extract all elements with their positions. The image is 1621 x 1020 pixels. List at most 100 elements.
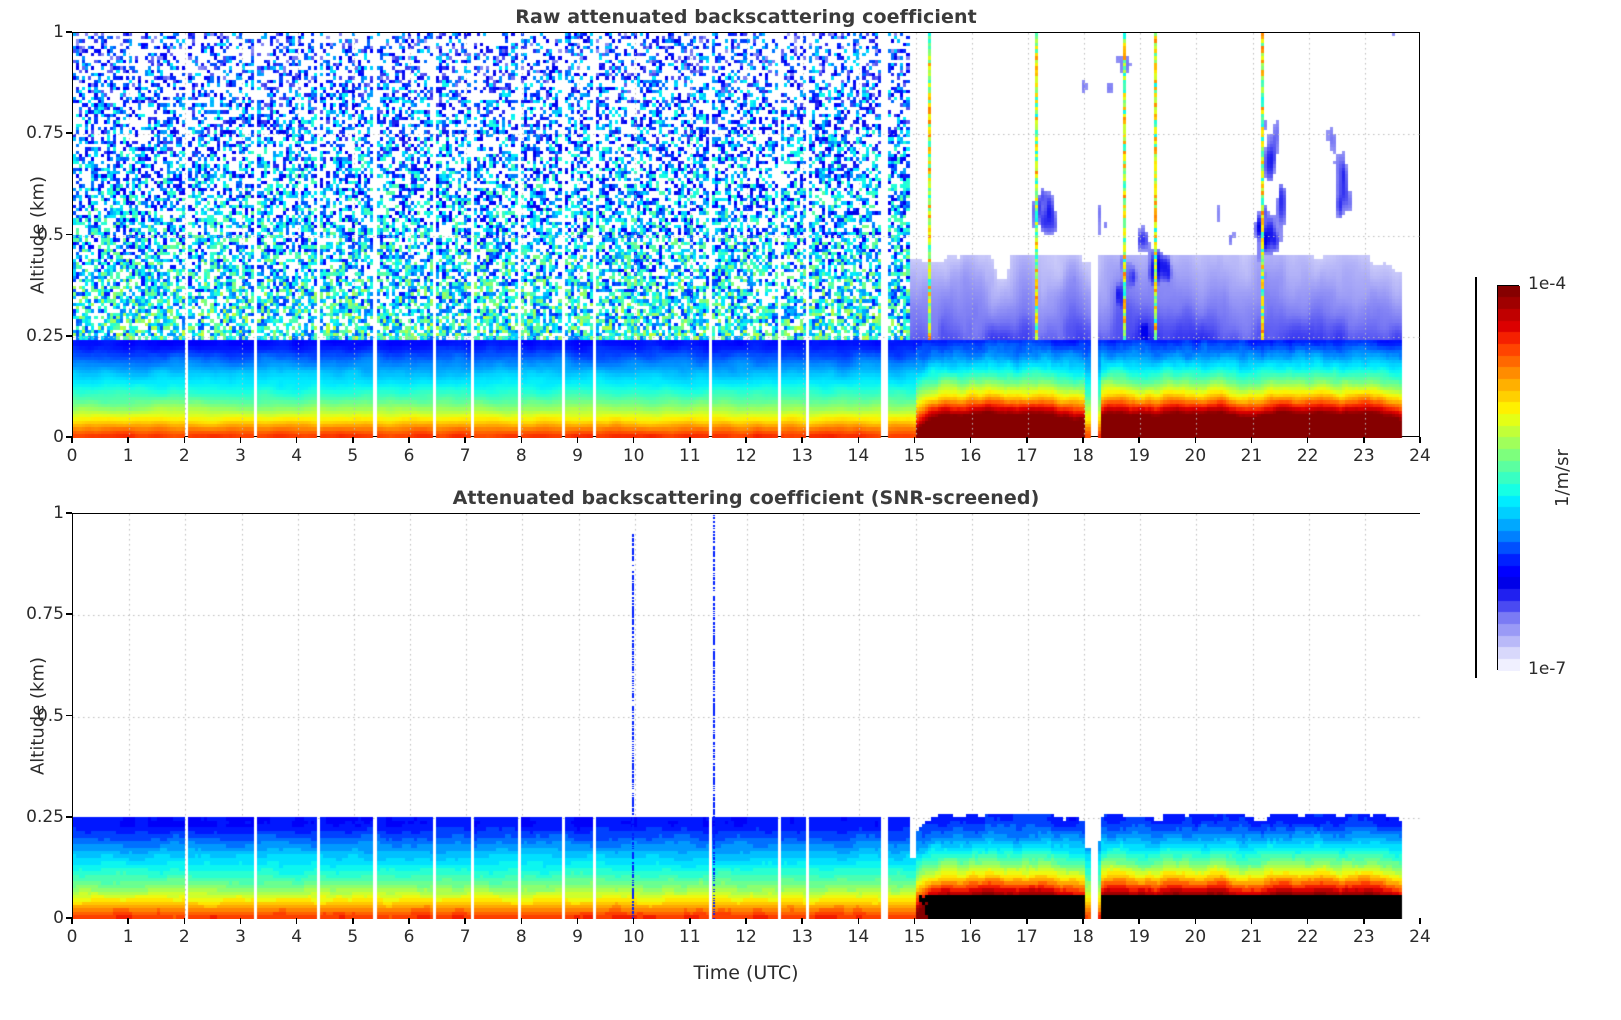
x-tick-mark <box>127 437 129 443</box>
y-tick-mark <box>66 512 72 514</box>
x-tick-label-raw: 8 <box>515 446 527 466</box>
heatmap-panel-screened[interactable] <box>72 513 1421 919</box>
y-tick-label-screened: 0.5 <box>36 705 64 726</box>
y-tick-mark <box>66 917 72 919</box>
x-tick-mark <box>408 918 410 924</box>
colorbar-axis-spine <box>1475 277 1477 678</box>
x-tick-mark <box>801 918 803 924</box>
x-tick-label-raw: 9 <box>572 446 583 466</box>
x-tick-mark <box>576 437 579 443</box>
x-tick-label-screened: 7 <box>459 927 471 947</box>
x-tick-label-raw: 24 <box>1409 446 1431 466</box>
x-tick-mark <box>1363 437 1365 443</box>
x-tick-mark <box>71 918 73 924</box>
y-tick-mark <box>66 132 72 135</box>
x-tick-mark <box>632 437 635 443</box>
x-tick-label-screened: 2 <box>178 927 190 947</box>
x-tick-mark <box>1306 437 1309 443</box>
x-tick-label-raw: 7 <box>459 446 471 466</box>
x-tick-label-screened: 24 <box>1409 927 1431 947</box>
y-tick-label-screened: 0 <box>53 908 64 928</box>
x-tick-mark <box>408 437 410 443</box>
x-tick-mark <box>295 918 298 924</box>
x-tick-label-screened: 15 <box>903 927 926 947</box>
x-tick-label-screened: 14 <box>847 927 870 947</box>
x-tick-mark <box>857 918 860 924</box>
x-tick-label-screened: 3 <box>235 927 246 947</box>
x-tick-mark <box>464 437 466 443</box>
y-tick-label-raw: 1 <box>53 22 64 42</box>
heatmap-panel-raw[interactable] <box>72 32 1421 438</box>
x-tick-label-raw: 4 <box>291 446 303 466</box>
y-tick-mark <box>66 436 72 438</box>
x-tick-label-raw: 14 <box>847 446 870 466</box>
x-tick-label-screened: 4 <box>291 927 303 947</box>
x-tick-label-screened: 9 <box>572 927 583 947</box>
x-tick-mark <box>1026 437 1028 443</box>
x-tick-mark <box>1419 437 1421 443</box>
x-tick-mark <box>1250 918 1253 924</box>
x-tick-label-screened: 16 <box>959 927 982 947</box>
y-tick-label-raw: 0 <box>53 427 64 447</box>
x-tick-label-screened: 5 <box>347 927 359 947</box>
y-tick-label-raw: 0.25 <box>26 325 64 346</box>
x-tick-mark <box>1194 918 1197 924</box>
x-tick-label-raw: 2 <box>178 446 190 466</box>
x-tick-mark <box>1306 918 1309 924</box>
y-tick-mark <box>66 233 72 236</box>
x-tick-mark <box>1026 918 1028 924</box>
x-tick-mark <box>352 437 354 443</box>
x-tick-label-screened: 17 <box>1016 927 1038 947</box>
x-tick-label-screened: 19 <box>1128 927 1150 947</box>
x-tick-label-screened: 8 <box>515 927 527 947</box>
x-tick-mark <box>969 437 972 443</box>
y-tick-label-screened: 1 <box>53 503 64 523</box>
x-tick-label-raw: 23 <box>1353 446 1375 466</box>
y-tick-label-raw: 0.75 <box>26 123 64 144</box>
x-tick-label-raw: 22 <box>1296 446 1319 466</box>
y-tick-mark <box>66 613 72 616</box>
x-tick-mark <box>352 918 354 924</box>
x-tick-mark <box>913 918 916 924</box>
x-tick-mark <box>632 918 635 924</box>
x-tick-mark <box>1250 437 1253 443</box>
y-tick-mark <box>66 334 72 337</box>
panel-title-raw: Raw attenuated backscattering coefficien… <box>515 6 977 28</box>
x-tick-label-raw: 19 <box>1128 446 1150 466</box>
x-tick-label-raw: 15 <box>903 446 926 466</box>
x-tick-mark <box>127 918 129 924</box>
x-tick-mark <box>1194 437 1197 443</box>
colorbar[interactable] <box>1497 285 1520 671</box>
x-tick-label-screened: 12 <box>735 927 757 947</box>
x-tick-mark <box>183 918 186 924</box>
x-tick-mark <box>239 437 242 443</box>
colorbar-tick-min: 1e-7 <box>1528 659 1567 679</box>
x-tick-label-raw: 6 <box>403 446 415 466</box>
y-tick-label-screened: 0.25 <box>26 806 64 827</box>
x-tick-mark <box>969 918 972 924</box>
x-tick-mark <box>745 437 747 443</box>
x-tick-label-raw: 10 <box>622 446 645 466</box>
x-tick-label-raw: 3 <box>235 446 246 466</box>
x-tick-mark <box>1138 437 1140 443</box>
x-tick-label-screened: 21 <box>1240 927 1263 947</box>
x-tick-mark <box>1082 437 1084 443</box>
x-tick-mark <box>801 437 803 443</box>
y-tick-mark <box>66 815 72 818</box>
x-tick-label-raw: 20 <box>1184 446 1207 466</box>
x-tick-mark <box>239 918 242 924</box>
colorbar-axis-label: 1/m/sr <box>1552 448 1573 507</box>
y-tick-label-raw: 0.5 <box>36 224 64 245</box>
panel-title-screened: Attenuated backscattering coefficient (S… <box>452 487 1040 509</box>
x-tick-label-raw: 5 <box>347 446 359 466</box>
x-tick-label-raw: 11 <box>679 446 701 466</box>
colorbar-tick-max: 1e-4 <box>1528 274 1567 294</box>
x-tick-label-screened: 23 <box>1353 927 1375 947</box>
x-tick-mark <box>689 437 691 443</box>
x-tick-label-screened: 10 <box>622 927 645 947</box>
x-tick-mark <box>183 437 186 443</box>
x-tick-label-raw: 18 <box>1072 446 1094 466</box>
x-tick-mark <box>520 918 523 924</box>
x-tick-label-screened: 1 <box>122 927 134 947</box>
x-tick-label-screened: 22 <box>1296 927 1319 947</box>
